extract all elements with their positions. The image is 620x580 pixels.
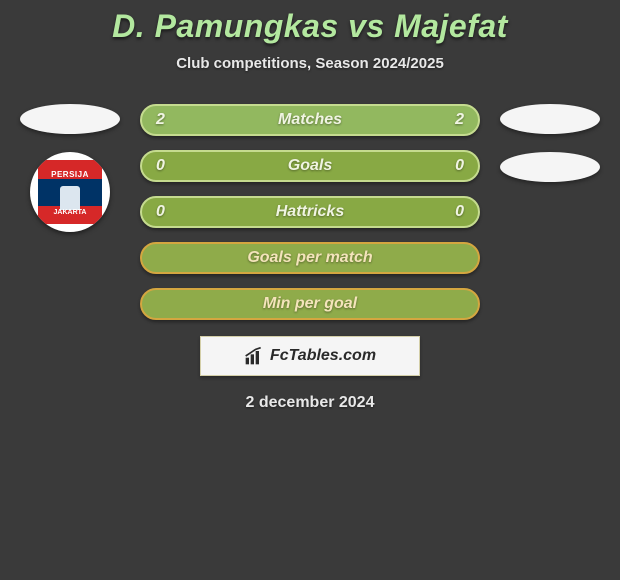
- stat-right-value: 0: [440, 203, 464, 221]
- stat-bar: 0Goals0: [140, 150, 480, 182]
- brand-text: FcTables.com: [270, 347, 376, 365]
- stat-bar: 2Matches2: [140, 104, 480, 136]
- stat-bar: Goals per match: [140, 242, 480, 274]
- main-row: PERSIJA JAKARTA 2Matches20Goals00Hattric…: [0, 104, 620, 320]
- stat-label: Goals per match: [180, 249, 440, 267]
- stats-column: 2Matches20Goals00Hattricks0Goals per mat…: [140, 104, 480, 320]
- stat-bar: Min per goal: [140, 288, 480, 320]
- club-name: PERSIJA: [38, 170, 102, 179]
- subtitle: Club competitions, Season 2024/2025: [0, 55, 620, 72]
- stat-right-value: 2: [440, 111, 464, 129]
- stat-label: Min per goal: [180, 295, 440, 313]
- chart-icon: [244, 346, 264, 366]
- player-photo-placeholder-right: [500, 104, 600, 134]
- stat-left-value: 0: [156, 203, 180, 221]
- stat-right-value: 0: [440, 157, 464, 175]
- stat-label: Hattricks: [180, 203, 440, 221]
- persija-logo-icon: PERSIJA JAKARTA: [38, 160, 102, 224]
- comparison-widget: D. Pamungkas vs Majefat Club competition…: [0, 0, 620, 412]
- stat-bar: 0Hattricks0: [140, 196, 480, 228]
- club-city: JAKARTA: [38, 209, 102, 216]
- right-player-col: [500, 104, 600, 182]
- stat-label: Matches: [180, 111, 440, 129]
- page-title: D. Pamungkas vs Majefat: [0, 8, 620, 45]
- stat-label: Goals: [180, 157, 440, 175]
- left-player-col: PERSIJA JAKARTA: [20, 104, 120, 232]
- stat-left-value: 0: [156, 157, 180, 175]
- club-logo-left: PERSIJA JAKARTA: [30, 152, 110, 232]
- brand-box[interactable]: FcTables.com: [200, 336, 420, 376]
- date-line: 2 december 2024: [0, 394, 620, 412]
- monument-icon: [60, 186, 80, 210]
- club-logo-placeholder-right: [500, 152, 600, 182]
- player-photo-placeholder-left: [20, 104, 120, 134]
- stat-left-value: 2: [156, 111, 180, 129]
